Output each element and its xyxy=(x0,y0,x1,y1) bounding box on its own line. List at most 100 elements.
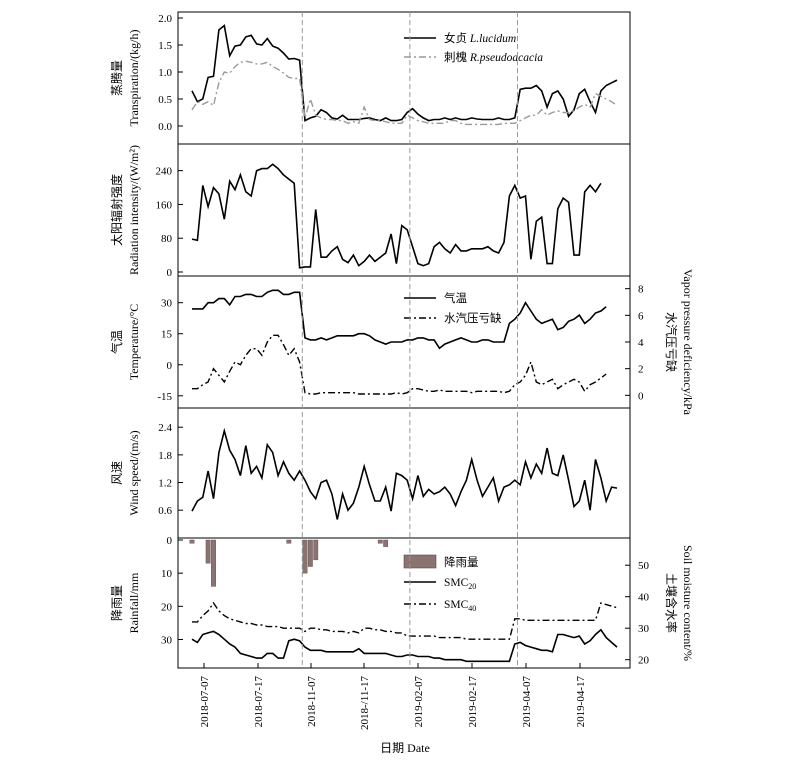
y-tick-label: 0 xyxy=(167,535,173,547)
y-tick-label: 0.0 xyxy=(158,121,172,133)
legend-label-latin: R.pseudoacacia xyxy=(469,52,543,64)
rainfall-bar xyxy=(307,539,313,567)
period-dividers xyxy=(301,12,518,668)
legend-label-vpd: 水汽压亏缺 xyxy=(444,311,502,325)
y-right-tick-label: 20 xyxy=(638,655,650,667)
y-tick-label: 15 xyxy=(161,329,173,341)
legend-label-smc: SMC xyxy=(444,599,469,611)
y-tick-label: 2.4 xyxy=(158,422,172,434)
y-tick-label: 2.0 xyxy=(158,13,172,25)
y-right-axis-title-cn: 土壤含水率 xyxy=(664,573,679,633)
legend-label-depth: 20 xyxy=(468,582,476,591)
y-tick-label: 1.0 xyxy=(158,67,172,79)
y-tick-label: -15 xyxy=(157,391,172,403)
y-tick-label: 30 xyxy=(161,298,173,310)
legend-label-cn: 女贞 xyxy=(444,31,470,45)
legend-label-rainfall: 降雨量 xyxy=(444,555,479,569)
legend-swatch-rainfall xyxy=(403,554,437,569)
panel-transpiration: 0.0 0.5 1.0 1.5 2.0 蒸腾量 Transpiration/(kg/h) xyxy=(109,11,631,145)
y-tick-label: 160 xyxy=(156,199,173,211)
y-tick-label: 0.6 xyxy=(158,505,172,517)
legend-label-smc20: SMC20 xyxy=(444,577,476,591)
y-right-tick-label: 4 xyxy=(638,337,644,349)
x-tick-label: 2019-04-07 xyxy=(521,676,533,728)
y-axis-title-cn: 风速 xyxy=(110,461,124,485)
legend-label-cn: 刺槐 xyxy=(444,50,470,64)
series-line-1 xyxy=(192,334,607,395)
y-tick-label: 30 xyxy=(161,634,173,646)
rainfall-bar xyxy=(377,539,383,544)
panel-wind_speed: 0.6 1.2 1.8 2.4 风速 Wind speed/(m/s) xyxy=(110,407,631,539)
y-tick-label: 1.8 xyxy=(158,450,172,462)
y-right-axis-title-en: Soil moisture content/% xyxy=(681,545,695,661)
series-line-0 xyxy=(191,24,618,122)
legend-label-smc: SMC xyxy=(444,577,469,589)
y-axis-title-en: Temperature/°C xyxy=(127,304,141,381)
series-line-0 xyxy=(191,427,618,520)
y-axis-title-en: Transpiration/(kg/h) xyxy=(127,30,141,127)
y-right-tick-label: 50 xyxy=(638,560,650,572)
y-tick-label: 10 xyxy=(161,568,173,580)
y-tick-label: 0 xyxy=(167,360,173,372)
panel-frame xyxy=(177,407,631,539)
series-line-1 xyxy=(192,601,618,640)
x-tick-label: 2019-04-17 xyxy=(575,676,587,728)
y-tick-label: 0.5 xyxy=(158,94,172,106)
legend-label-lucidum: 女贞 L.lucidum xyxy=(444,31,516,45)
rainfall-bar xyxy=(286,539,292,544)
y-tick-label: 240 xyxy=(156,166,173,178)
y-axis-title-cn: 气温 xyxy=(109,330,124,354)
series-line-0 xyxy=(192,289,607,350)
legend-label-pseudoacacia: 刺槐 R.pseudoacacia xyxy=(444,50,543,64)
y-axis-title-en: Wind speed/(m/s) xyxy=(127,430,141,515)
legend-label-temp: 气温 xyxy=(444,291,467,305)
panel-frame xyxy=(177,537,631,669)
rainfall-bar xyxy=(383,539,389,547)
series-line-0 xyxy=(191,628,618,663)
rainfall-bar xyxy=(205,539,211,564)
rainfall-bar xyxy=(313,539,319,561)
y-tick-label: 0 xyxy=(167,267,173,279)
rainfall-bar xyxy=(302,539,308,574)
chart-panels: 0.0 0.5 1.0 1.5 2.0 蒸腾量 Transpiration/(kg/h) 0 8… xyxy=(109,11,695,669)
legend-label-latin: L.lucidum xyxy=(469,33,516,45)
y-axis-title-en: Radiation intensity/(W/m²) xyxy=(127,145,141,275)
legend-label-smc40: SMC40 xyxy=(444,599,476,613)
legend-label-depth: 40 xyxy=(468,604,476,613)
x-tick-label: 2019-02-07 xyxy=(413,676,425,728)
series-line-1 xyxy=(191,60,618,126)
y-tick-label: 20 xyxy=(161,601,173,613)
rainfall-bar xyxy=(189,539,195,544)
y-tick-label: 80 xyxy=(161,233,173,245)
x-axis: 2018-07-07 2018-07-17 2018-11-07 2018-/11-1… xyxy=(199,663,587,730)
y-right-tick-label: 0 xyxy=(638,390,644,402)
y-right-tick-label: 8 xyxy=(638,284,644,296)
y-axis-title-cn: 太阳辐射强度 xyxy=(109,174,124,246)
y-axis-title-en: Rainfall/mm xyxy=(127,572,141,633)
series-line-0 xyxy=(191,163,602,269)
y-tick-label: 1.5 xyxy=(158,40,172,52)
y-right-tick-label: 6 xyxy=(638,310,644,322)
y-right-tick-label: 2 xyxy=(638,364,644,376)
x-tick-label: 2019-02-17 xyxy=(467,676,479,728)
y-right-tick-label: 30 xyxy=(638,623,650,635)
y-tick-label: 1.2 xyxy=(158,478,172,490)
y-right-axis-title-en: Vapor pressure deficiency/kPa xyxy=(681,269,695,416)
panel-frame xyxy=(177,11,631,145)
panel-frame xyxy=(177,143,631,277)
y-right-axis-title-cn: 水汽压亏缺 xyxy=(664,312,679,372)
x-axis-title: 日期 Date xyxy=(380,741,430,755)
rainfall-bar xyxy=(211,539,216,587)
x-tick-label: 2018-07-07 xyxy=(199,676,211,728)
x-tick-label: 2018-/11-17 xyxy=(359,676,371,730)
x-tick-label: 2018-11-07 xyxy=(306,676,318,727)
x-tick-label: 2018-07-17 xyxy=(253,676,265,728)
legend-transpiration: 女贞 L.lucidum 刺槐 R.pseudoacacia xyxy=(404,31,543,64)
panel-radiation: 0 80 160 240 太阳辐射强度 Radiation intensity/(W/m²… xyxy=(109,143,631,279)
y-axis-title-cn: 降雨量 xyxy=(110,585,124,621)
